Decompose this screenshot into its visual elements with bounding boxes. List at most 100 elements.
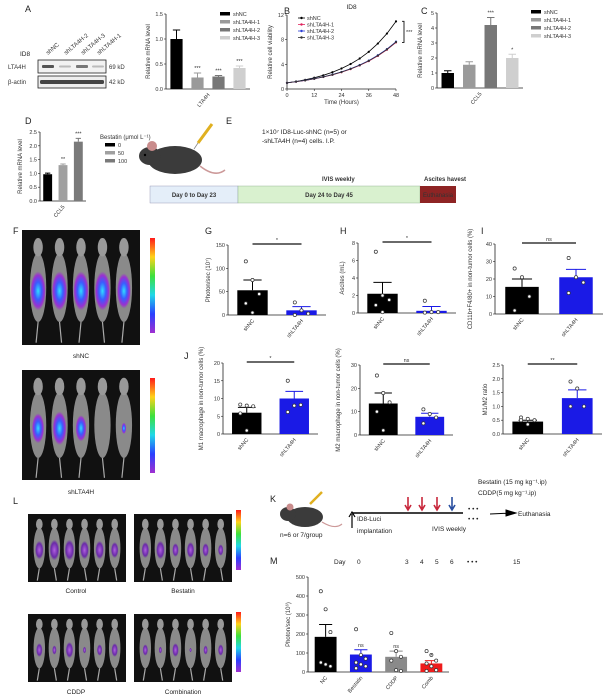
y-axis-label: Relative cell viability bbox=[268, 25, 274, 79]
luminescence-signal bbox=[30, 271, 46, 311]
ivis-image bbox=[28, 614, 126, 682]
legend-marker bbox=[300, 29, 303, 33]
category-label: shNC bbox=[237, 437, 250, 451]
data-point bbox=[323, 607, 328, 612]
significance-label: ** bbox=[61, 157, 66, 163]
mouse-silhouette bbox=[154, 518, 167, 581]
significance-label: ns bbox=[393, 644, 399, 650]
legend-label: shLTA4H-2 bbox=[544, 26, 571, 32]
luminescence-signal bbox=[31, 413, 45, 444]
error-bar bbox=[214, 75, 223, 77]
day-value: 6 bbox=[450, 559, 454, 566]
mouse-silhouette bbox=[169, 618, 182, 681]
blot-band bbox=[59, 65, 71, 68]
data-point bbox=[294, 80, 298, 83]
legend-label: shNC bbox=[307, 16, 321, 22]
timeline-phase-label: Euthanasia bbox=[423, 193, 454, 199]
blot-lta4h-box bbox=[37, 59, 107, 74]
legend-label: 50 bbox=[118, 151, 124, 157]
mouse-silhouette bbox=[214, 618, 227, 681]
data-point bbox=[574, 275, 578, 280]
significance-label: * bbox=[269, 356, 272, 362]
significance-label: * bbox=[511, 47, 514, 53]
data-point bbox=[394, 668, 399, 673]
mouse-silhouette bbox=[93, 618, 106, 681]
x-tick-label: 12 bbox=[311, 93, 317, 99]
data-point bbox=[429, 652, 434, 657]
arrow-up-icon bbox=[348, 510, 356, 528]
panel-label-f: F bbox=[13, 226, 19, 236]
image-label-shlta4h: shLTA4H bbox=[68, 489, 94, 496]
luminescence-signal bbox=[142, 644, 149, 656]
luminescence-signal bbox=[49, 539, 60, 561]
significance-label: ns bbox=[404, 358, 410, 364]
legend-swatch bbox=[105, 151, 115, 155]
data-point bbox=[385, 48, 389, 51]
bar bbox=[512, 421, 544, 434]
data-point bbox=[243, 301, 248, 306]
data-point bbox=[520, 275, 524, 280]
luminescence-signal bbox=[121, 422, 127, 434]
legend-marker bbox=[300, 16, 303, 20]
western-blot: ID8 shNC shLTA4H-2 shLTA4H-3 shLTA4H-1 L… bbox=[8, 33, 125, 89]
mouse-silhouette bbox=[78, 618, 91, 681]
data-point bbox=[387, 400, 392, 405]
chart-J2: 0 10 20 30 M2 macrophage in non-tumor cells … bbox=[336, 348, 453, 459]
injection-text: -shLTA4H (n=4) cells. I.P. bbox=[262, 138, 335, 145]
y-tick-label: 20 bbox=[214, 361, 220, 367]
error-bar bbox=[44, 172, 51, 175]
mouse-icon bbox=[280, 503, 343, 528]
data-point bbox=[376, 42, 379, 45]
panel-label-b: B bbox=[284, 6, 290, 16]
data-point bbox=[380, 310, 385, 315]
ivis-label: IVIS weekly bbox=[322, 177, 355, 183]
data-point bbox=[349, 62, 352, 66]
legend-swatch bbox=[531, 26, 541, 30]
blot-row-label: β-actin bbox=[8, 80, 26, 86]
data-point bbox=[394, 40, 398, 44]
legend-swatch bbox=[105, 143, 115, 147]
data-point bbox=[394, 649, 399, 654]
mouse-silhouette bbox=[214, 518, 227, 581]
panel-label-j: J bbox=[184, 351, 189, 361]
blot-size-label: 42 kD bbox=[109, 80, 125, 86]
data-point bbox=[373, 303, 378, 308]
bar bbox=[73, 141, 83, 201]
data-point bbox=[328, 630, 333, 635]
luminescence-signal bbox=[189, 647, 192, 653]
mouse-silhouette bbox=[72, 238, 90, 343]
y-tick-label: 8 bbox=[281, 38, 284, 44]
timeline-phase-3 bbox=[420, 186, 456, 203]
luminescence-signal bbox=[96, 644, 103, 656]
legend-swatch bbox=[531, 34, 541, 38]
data-point bbox=[525, 416, 530, 421]
category-label: shLTA4H bbox=[286, 318, 305, 339]
category-label: shLTA4H bbox=[562, 437, 581, 458]
legend-marker bbox=[300, 36, 303, 39]
arrow-right-icon bbox=[489, 509, 518, 517]
bar bbox=[484, 25, 497, 88]
legend-label: shLTA4H-3 bbox=[544, 34, 571, 40]
chart-I: 0 10 20 30 40 CD11b+F4/80+ in non-tumor cells… bbox=[468, 229, 603, 338]
data-point bbox=[566, 256, 571, 260]
y-tick-label: 2.0 bbox=[492, 377, 500, 383]
data-point bbox=[566, 291, 571, 295]
bar bbox=[441, 73, 454, 88]
legend-swatch bbox=[220, 28, 230, 32]
data-point bbox=[389, 658, 394, 663]
y-tick-label: 1.5 bbox=[29, 158, 37, 164]
data-point bbox=[358, 652, 363, 657]
luminescence-signal bbox=[73, 271, 89, 311]
mouse-silhouette bbox=[63, 518, 76, 581]
y-tick-label: 6 bbox=[352, 259, 355, 265]
data-point bbox=[519, 418, 523, 423]
category-label: shLTA4H bbox=[279, 437, 298, 458]
series-line-shLTA4H-2 bbox=[286, 41, 397, 84]
y-axis-label: Relative mRNA level bbox=[146, 24, 152, 79]
y-tick-label: 10 bbox=[486, 295, 492, 301]
y-tick-label: 1.0 bbox=[155, 37, 163, 43]
data-point bbox=[568, 379, 573, 384]
luminescence-signal bbox=[156, 540, 165, 560]
bar bbox=[314, 636, 337, 672]
